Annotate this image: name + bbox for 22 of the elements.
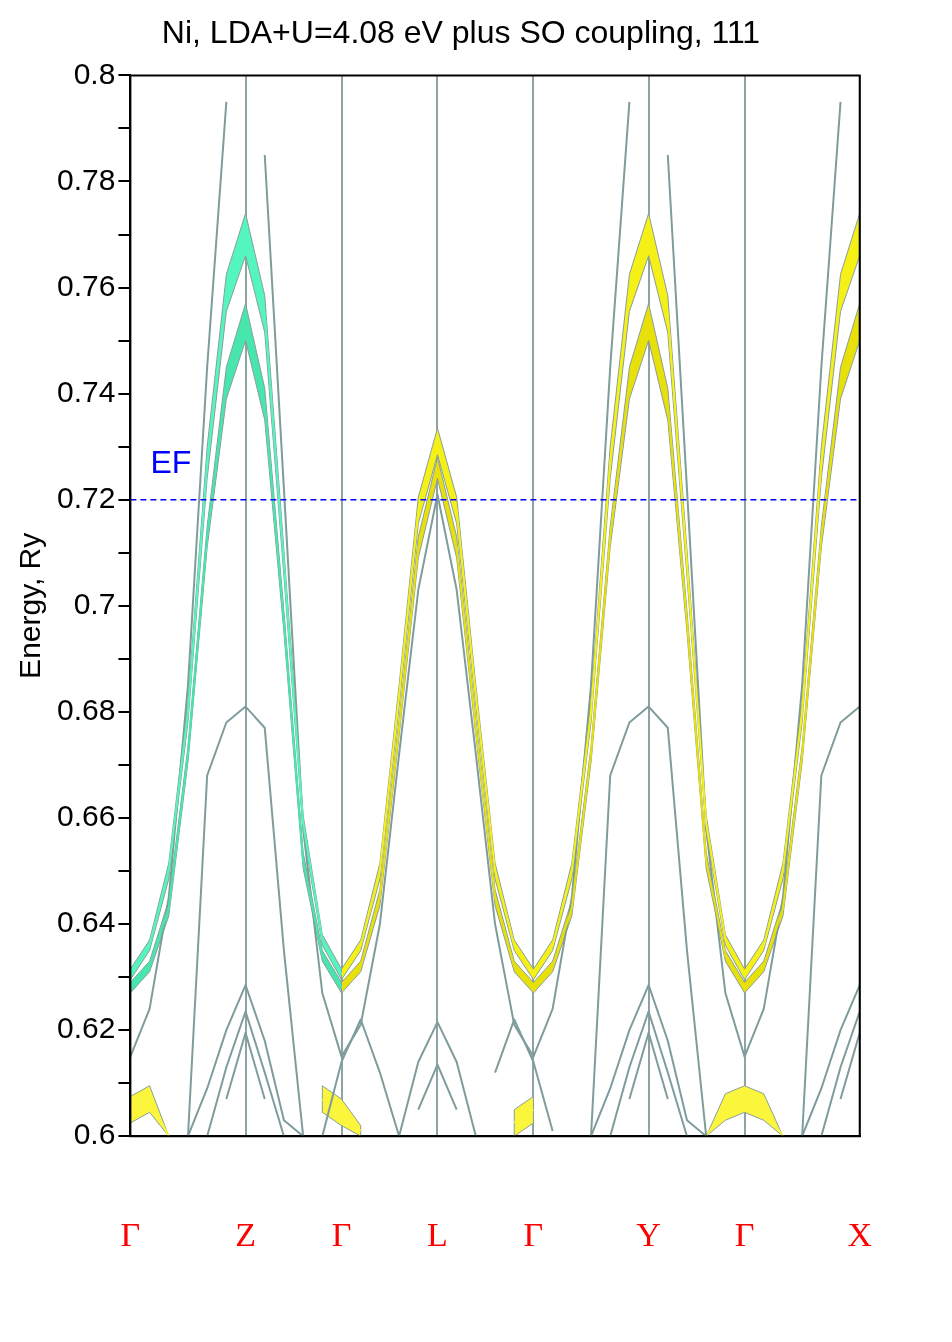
x-tick-label: Γ [523,1215,544,1253]
y-tick-label: 0.72 [57,480,116,514]
x-tick-label: X [847,1215,872,1253]
x-tick-label: Γ [734,1215,755,1253]
y-tick-label: 0.66 [57,799,116,833]
y-tick-label: 0.8 [73,56,116,90]
y-axis-title: Energy, Ry [13,532,47,679]
chart-title: Ni, LDA+U=4.08 eV plus SO coupling, 111 [161,14,761,51]
x-tick-label: Γ [120,1215,141,1253]
ref-line-label: EF [150,443,192,480]
x-tick-label: Γ [331,1215,352,1253]
x-tick-label: Y [636,1215,661,1253]
y-tick-label: 0.6 [73,1117,116,1151]
y-tick-label: 0.74 [57,374,116,408]
x-tick-label: L [427,1215,448,1253]
y-tick-label: 0.68 [57,693,116,727]
y-tick-label: 0.7 [73,587,116,621]
x-tick-label: Z [235,1215,256,1253]
y-tick-label: 0.64 [57,905,116,939]
y-tick-label: 0.62 [57,1011,116,1045]
y-tick-label: 0.78 [57,162,116,196]
y-tick-label: 0.76 [57,268,116,302]
